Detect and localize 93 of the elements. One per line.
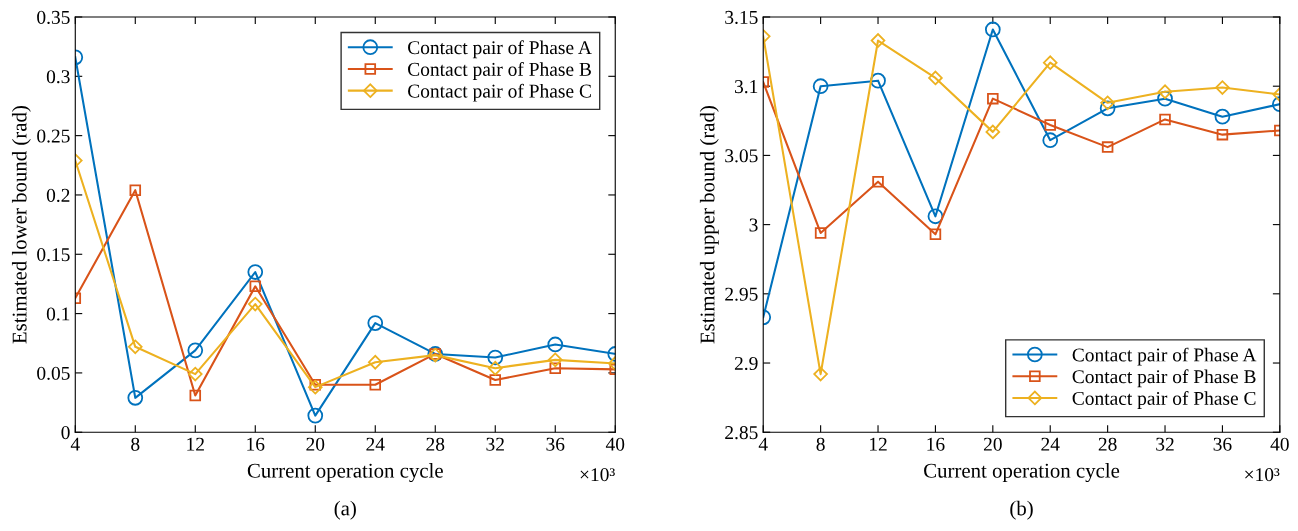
point xyxy=(1099,100,1116,117)
x-tick-label: 28 xyxy=(1098,437,1117,451)
point xyxy=(487,349,504,366)
point xyxy=(1042,132,1059,149)
legend-label: Contact pair of Phase C xyxy=(1072,391,1256,409)
y-tick-label: 0.1 xyxy=(46,307,70,321)
point xyxy=(189,389,202,402)
point xyxy=(549,362,562,374)
point xyxy=(814,227,827,239)
point xyxy=(985,124,1001,140)
point xyxy=(489,374,502,386)
point xyxy=(547,336,564,353)
x-tick-label: 32 xyxy=(1156,437,1174,451)
point xyxy=(247,264,264,280)
point xyxy=(1101,141,1114,153)
x-tick-label: 4 xyxy=(758,437,768,451)
x-tick-label: 12 xyxy=(187,437,204,451)
point xyxy=(1215,80,1230,95)
y-tick-label: 0.15 xyxy=(37,248,70,262)
point xyxy=(927,208,944,225)
point xyxy=(247,296,263,312)
legend-label: Contact pair of Phase A xyxy=(1072,347,1257,366)
x-tick-label: 8 xyxy=(131,437,140,451)
y-tick-label: 3.05 xyxy=(725,149,758,163)
x-tick-label: 40 xyxy=(1270,437,1289,451)
y-tick-label: 2.95 xyxy=(725,287,758,301)
y-tick-label: 0.3 xyxy=(46,70,70,84)
point xyxy=(1216,128,1229,141)
point xyxy=(487,360,503,376)
y-axis-title: Estimated lower bound (rad) xyxy=(11,106,31,344)
y-tick-label: 2.9 xyxy=(734,356,758,371)
point xyxy=(369,379,382,391)
legend-label: Contact pair of Phase B xyxy=(1072,369,1256,388)
y-tick-label: 3.15 xyxy=(725,10,758,25)
y-tick-label: 3 xyxy=(749,218,758,232)
y-tick-label: 0.35 xyxy=(37,10,70,25)
point xyxy=(127,339,143,355)
text: (b) xyxy=(1010,500,1033,520)
x-tick-label: 8 xyxy=(816,437,825,451)
point xyxy=(870,72,886,89)
x-tick-label: 4 xyxy=(70,437,80,451)
point xyxy=(127,389,144,406)
x-tick-label: 20 xyxy=(983,437,1002,451)
point xyxy=(187,342,204,359)
y-tick-label: 0 xyxy=(61,426,70,440)
y-tick-label: 3.1 xyxy=(734,80,758,94)
y-axis-title: Estimated upper bound (rad) xyxy=(699,106,719,344)
point xyxy=(984,21,1001,38)
x-tick-label: 16 xyxy=(247,437,265,451)
legend-label: Contact pair of Phase C xyxy=(408,83,591,102)
point xyxy=(1157,84,1173,100)
legend-label: Contact pair of Phase B xyxy=(408,62,591,80)
y-tick-label: 2.85 xyxy=(725,426,758,440)
point xyxy=(1044,119,1056,131)
x-tick-label: 16 xyxy=(927,437,945,451)
point xyxy=(309,379,322,391)
point xyxy=(307,407,324,424)
point xyxy=(812,78,829,95)
point xyxy=(367,315,384,331)
point xyxy=(987,92,999,105)
point xyxy=(1042,55,1058,70)
x-tick-label: 24 xyxy=(366,437,385,451)
x-tick-label: 20 xyxy=(306,437,325,451)
x-tick-label: 40 xyxy=(605,437,625,451)
point xyxy=(1214,108,1231,125)
x-tick-label: 12 xyxy=(870,437,887,451)
point xyxy=(129,184,142,196)
point xyxy=(307,379,323,395)
point xyxy=(249,280,262,293)
legend-label: Contact pair of Phase A xyxy=(408,40,592,59)
point xyxy=(187,366,203,382)
x-axis-title: Current operation cycle xyxy=(924,463,1120,483)
point xyxy=(547,352,563,368)
text: ×10³ xyxy=(580,468,615,482)
x-tick-label: 36 xyxy=(546,437,565,451)
x-tick-label: 28 xyxy=(426,437,445,451)
point xyxy=(1100,95,1115,111)
text: (a) xyxy=(334,500,356,520)
x-tick-label: 36 xyxy=(1213,437,1232,451)
point xyxy=(1159,113,1171,126)
x-axis-title: Current operation cycle xyxy=(247,463,443,483)
point xyxy=(870,33,886,48)
point xyxy=(928,70,943,86)
point xyxy=(872,175,884,188)
point xyxy=(813,366,828,382)
x-tick-label: 24 xyxy=(1041,437,1060,451)
point xyxy=(367,354,383,370)
y-tick-label: 0.05 xyxy=(37,366,70,380)
point xyxy=(929,228,942,241)
text: ×10³ xyxy=(1245,468,1280,482)
x-tick-label: 32 xyxy=(486,437,504,451)
y-tick-label: 0.25 xyxy=(37,129,70,143)
y-tick-label: 0.2 xyxy=(46,188,70,202)
